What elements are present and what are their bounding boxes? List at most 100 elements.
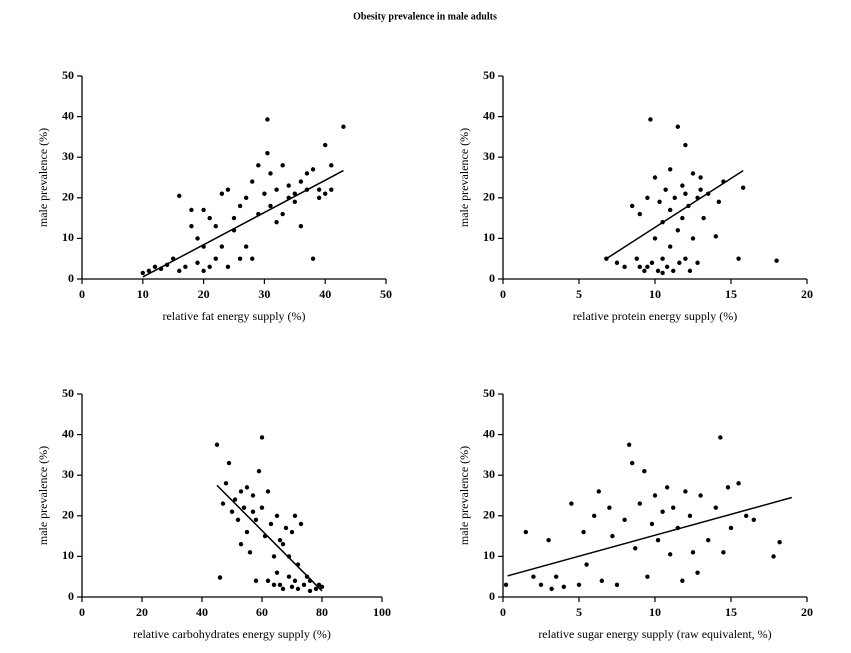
point: [622, 264, 627, 270]
point: [313, 586, 319, 592]
y-tick-label: 40: [483, 108, 495, 122]
point: [283, 525, 289, 531]
point: [298, 179, 304, 184]
point: [298, 521, 304, 527]
point: [243, 195, 249, 200]
point: [687, 513, 693, 518]
point: [259, 505, 265, 510]
point: [238, 489, 244, 494]
point: [268, 171, 273, 176]
x-tick-label: 10: [649, 605, 661, 619]
point: [213, 224, 218, 229]
point: [289, 584, 295, 590]
point: [637, 501, 642, 506]
y-axis-label: male prevalence (%): [457, 128, 471, 227]
point: [581, 529, 586, 535]
point: [226, 460, 232, 466]
y-tick-label: 30: [62, 467, 74, 481]
point: [286, 574, 292, 579]
point: [213, 256, 218, 261]
point: [247, 550, 253, 555]
point: [690, 236, 696, 241]
point: [652, 493, 658, 498]
point: [642, 468, 647, 474]
point: [740, 185, 746, 190]
point: [189, 207, 194, 213]
point: [225, 187, 231, 192]
point: [649, 260, 655, 265]
y-tick-label: 40: [62, 108, 74, 122]
point: [660, 256, 665, 261]
point: [671, 505, 676, 510]
point: [301, 582, 307, 588]
x-tick-label: 20: [801, 287, 813, 301]
point: [220, 501, 226, 506]
point: [523, 529, 528, 535]
x-tick-label: 15: [725, 605, 737, 619]
point: [244, 485, 250, 490]
y-axis-label: male prevalence (%): [457, 446, 471, 545]
point: [319, 584, 325, 590]
point: [744, 513, 749, 518]
point: [671, 268, 676, 274]
point: [637, 211, 642, 217]
y-tick-label: 10: [483, 548, 495, 562]
point: [323, 191, 328, 196]
point: [718, 435, 723, 440]
point: [538, 582, 544, 588]
y-tick-label: 50: [483, 386, 495, 400]
point: [262, 191, 267, 196]
point: [576, 582, 582, 588]
point: [683, 489, 688, 494]
y-tick-label: 20: [62, 190, 74, 204]
point: [592, 513, 597, 518]
point: [649, 521, 655, 527]
point: [690, 550, 696, 555]
point: [725, 485, 731, 490]
x-axis-label: relative carbohydrates energy supply (%): [133, 627, 331, 641]
point: [771, 554, 776, 559]
y-axis-label: male prevalence (%): [36, 128, 50, 227]
panel: 0 10 20 30 40 50 0 5 10 15 20 relative sugar energy…: [457, 386, 813, 641]
point: [652, 236, 658, 241]
panel: 0 10 20 30 40 50 0 5 10 15 20 relative protein ener…: [457, 68, 813, 323]
point: [304, 171, 310, 176]
point: [777, 539, 782, 545]
panel: 0 10 20 30 40 50 0 10 20 30 40 50 relative fat energ…: [36, 68, 392, 323]
point: [310, 256, 316, 261]
point: [280, 163, 285, 168]
fit-line: [507, 496, 792, 577]
point: [223, 481, 229, 486]
point: [645, 264, 650, 270]
point: [561, 584, 566, 590]
point: [250, 493, 256, 498]
point: [271, 582, 277, 588]
point: [626, 442, 632, 447]
y-tick-label: 10: [483, 230, 495, 244]
point: [630, 203, 635, 209]
point: [265, 150, 270, 156]
y-tick-label: 0: [68, 589, 74, 603]
point: [664, 485, 670, 490]
point: [207, 215, 212, 221]
point: [250, 256, 255, 261]
y-tick-label: 10: [62, 548, 74, 562]
point: [622, 517, 627, 523]
point: [295, 586, 301, 592]
point: [316, 187, 322, 192]
y-tick-label: 50: [62, 68, 74, 82]
figure-title: Obesity prevalence in male adults: [353, 11, 497, 22]
point: [243, 244, 249, 249]
point: [329, 163, 334, 168]
point: [721, 550, 726, 555]
point: [655, 537, 661, 543]
point: [683, 256, 688, 261]
y-tick-label: 50: [483, 68, 495, 82]
point: [280, 542, 286, 547]
point: [610, 533, 615, 539]
point: [244, 529, 250, 535]
point: [607, 505, 612, 510]
x-tick-label: 10: [137, 287, 149, 301]
x-axis-label: relative sugar energy supply (raw equiva…: [538, 627, 771, 641]
